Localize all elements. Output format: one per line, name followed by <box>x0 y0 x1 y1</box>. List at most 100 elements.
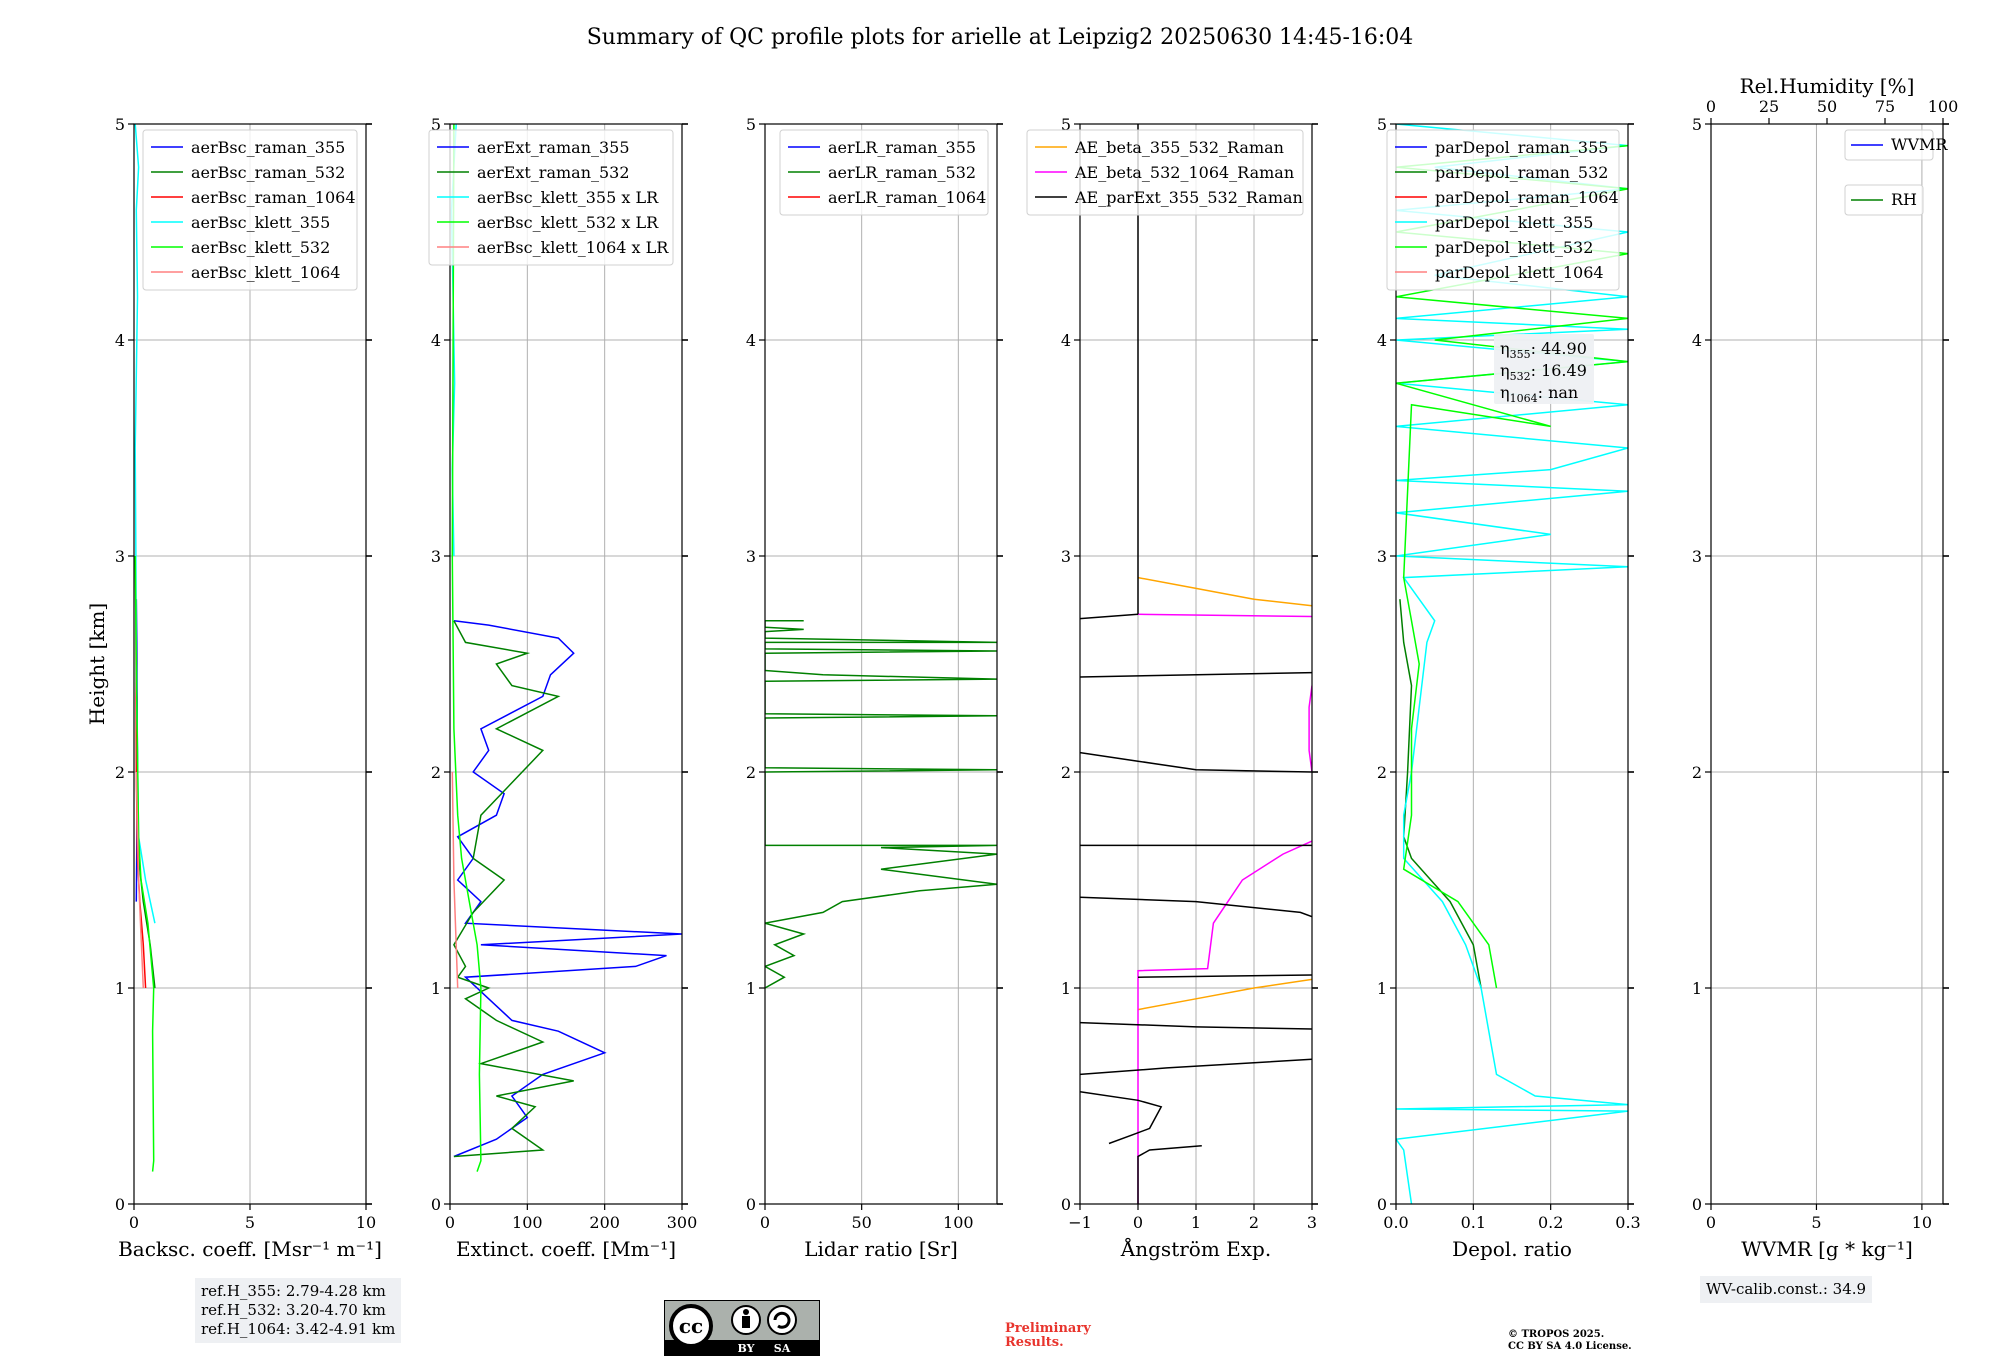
series-ae-beta-355-532-raman <box>1137 978 1312 1011</box>
legend-entry-aerbsc-klett-1064-x-lr[interactable]: aerBsc_klett_1064 x LR <box>477 238 669 257</box>
top-x-tick-label: 0 <box>1706 97 1716 116</box>
y-tick-label: 0 <box>1377 1195 1387 1214</box>
panel-depol: 0.0 0.1 0.2 0.3 0 1 2 3 4 5 Depol. ratio parDepol_r… <box>1377 115 1641 1261</box>
series-ae-parext-355-532-raman <box>1080 1058 1312 1076</box>
legend-entry-aerlr-raman-1064[interactable]: aerLR_raman_1064 <box>828 188 986 207</box>
x-tick-label: 300 <box>667 1213 698 1232</box>
axes-frame <box>764 123 998 1205</box>
series-ae-beta-532-1064-raman <box>1137 613 1312 618</box>
preliminary-line-2: Results. <box>1005 1335 1064 1350</box>
x-axis-label: WVMR [g * kg⁻¹] <box>1741 1237 1913 1261</box>
x-tick-label: 100 <box>943 1213 974 1232</box>
x-tick-label: 0 <box>445 1213 455 1232</box>
wv-calib-text: WV-calib.const.: 34.9 <box>1706 1280 1867 1298</box>
legend-box <box>1026 129 1304 216</box>
x-tick-label: 10 <box>1912 1213 1932 1232</box>
copyright-line-1: © TROPOS 2025. <box>1508 1329 1605 1340</box>
axes-frame <box>449 123 683 1205</box>
series-aerbsc-klett-532-x-lr <box>451 124 482 1172</box>
series-ae-parext-355-532-raman <box>1080 1021 1312 1030</box>
legend-entry-aerbsc-raman-355[interactable]: aerBsc_raman_355 <box>191 138 345 157</box>
series-aerbsc-raman-532 <box>135 599 156 989</box>
series-ae-beta-355-532-raman <box>1137 576 1312 607</box>
series-aerbsc-klett-1064 <box>135 771 145 989</box>
x-axis-label: Lidar ratio [Sr] <box>804 1237 958 1261</box>
legend-entry-aerbsc-klett-355[interactable]: aerBsc_klett_355 <box>191 213 330 232</box>
series-ae-parext-355-532-raman <box>1080 751 1312 773</box>
cc-by-label: BY <box>738 1342 755 1355</box>
preliminary-line-1: Preliminary <box>1005 1321 1091 1336</box>
series-ae-parext-355-532-raman <box>1080 1090 1163 1145</box>
legend-entry-pardepol-raman-1064[interactable]: parDepol_raman_1064 <box>1435 188 1619 207</box>
legend-entry-pardepol-klett-1064[interactable]: parDepol_klett_1064 <box>1435 263 1604 282</box>
cc-logo-text: cc <box>679 1314 703 1338</box>
y-tick-label: 2 <box>1692 763 1702 782</box>
legend-box <box>1386 129 1620 291</box>
preliminary-results-note: Preliminary Results. <box>1005 1322 1091 1350</box>
sa-share-icon <box>767 1305 797 1335</box>
y-axis-label: Height [km] <box>85 603 109 725</box>
series-aerext-raman-355 <box>453 620 682 1158</box>
series-ae-parext-355-532-raman <box>1137 974 1312 978</box>
y-tick-label: 3 <box>1061 547 1071 566</box>
series-ae-parext-355-532-raman <box>1080 896 1312 918</box>
y-tick-label: 1 <box>115 979 125 998</box>
copyright-line-2: CC BY SA 4.0 License. <box>1508 1341 1632 1352</box>
legend-entry-pardepol-klett-355[interactable]: parDepol_klett_355 <box>1435 213 1593 232</box>
legend-entry-aerbsc-klett-532[interactable]: aerBsc_klett_532 <box>191 238 330 257</box>
legend-entry-aerbsc-klett-532-x-lr[interactable]: aerBsc_klett_532 x LR <box>477 213 659 232</box>
legend-entry-aerbsc-klett-355-x-lr[interactable]: aerBsc_klett_355 x LR <box>477 188 659 207</box>
legend-entry-aerext-raman-355[interactable]: aerExt_raman_355 <box>477 138 630 157</box>
series-aerbsc-klett-1064-x-lr <box>451 771 459 989</box>
top-x-tick-label: 50 <box>1817 97 1837 116</box>
x-axis-label: Ångström Exp. <box>1120 1236 1271 1261</box>
y-tick-label: 2 <box>431 763 441 782</box>
top-x-tick-label: 75 <box>1875 97 1895 116</box>
x-tick-label: 2 <box>1249 1213 1259 1232</box>
legend-box <box>428 129 674 266</box>
y-tick-label: 0 <box>431 1195 441 1214</box>
y-tick-label: 3 <box>115 547 125 566</box>
x-tick-label: 50 <box>851 1213 871 1232</box>
y-tick-label: 5 <box>115 115 125 134</box>
legend-entry-aerbsc-raman-532[interactable]: aerBsc_raman_532 <box>191 163 345 182</box>
series-ae-parext-355-532-raman <box>1137 1144 1202 1204</box>
top-x-tick-label: 100 <box>1928 97 1959 116</box>
legend-entry-ae-parext-355-532-raman[interactable]: AE_parExt_355_532_Raman <box>1074 188 1303 207</box>
x-tick-label: 10 <box>356 1213 376 1232</box>
ref-height-355: ref.H_355: 2.79-4.28 km <box>201 1282 386 1300</box>
y-tick-label: 2 <box>1061 763 1071 782</box>
x-tick-label: 0.3 <box>1615 1213 1640 1232</box>
x-tick-label: 1 <box>1191 1213 1201 1232</box>
series-aerbsc-klett-532 <box>134 555 155 1172</box>
legend-entry-aerlr-raman-355[interactable]: aerLR_raman_355 <box>828 138 976 157</box>
legend-entry-pardepol-raman-532[interactable]: parDepol_raman_532 <box>1435 163 1608 182</box>
legend-entry-pardepol-raman-355[interactable]: parDepol_raman_355 <box>1435 138 1608 157</box>
legend-entry-pardepol-klett-532[interactable]: parDepol_klett_532 <box>1435 238 1593 257</box>
series-ae-parext-355-532-raman <box>1080 613 1139 620</box>
legend-entry-rh[interactable]: RH <box>1891 190 1917 209</box>
legend-entry-aerbsc-klett-1064[interactable]: aerBsc_klett_1064 <box>191 263 340 282</box>
series-aerext-raman-532 <box>453 620 574 1158</box>
legend-entry-wvmr[interactable]: WVMR <box>1891 135 1948 154</box>
legend-entry-ae-beta-532-1064-raman[interactable]: AE_beta_532_1064_Raman <box>1074 163 1294 182</box>
legend-entry-ae-beta-355-532-raman[interactable]: AE_beta_355_532_Raman <box>1074 138 1284 157</box>
legend-entry-aerbsc-raman-1064[interactable]: aerBsc_raman_1064 <box>191 188 356 207</box>
y-tick-label: 1 <box>1061 979 1071 998</box>
ref-height-1064: ref.H_1064: 3.42-4.91 km <box>201 1320 396 1338</box>
x-tick-label: 0.2 <box>1538 1213 1563 1232</box>
legend-entry-aerlr-raman-532[interactable]: aerLR_raman_532 <box>828 163 976 182</box>
y-tick-label: 3 <box>746 547 756 566</box>
eta-line-355: η355: 44.90 <box>1500 339 1587 361</box>
copyright-note: © TROPOS 2025. CC BY SA 4.0 License. <box>1508 1329 1632 1353</box>
y-tick-label: 4 <box>1061 331 1071 350</box>
y-tick-label: 0 <box>746 1195 756 1214</box>
x-tick-label: 100 <box>512 1213 543 1232</box>
legend-entry-aerext-raman-532[interactable]: aerExt_raman_532 <box>477 163 630 182</box>
series-aerlr-raman-532 <box>765 620 997 989</box>
series-group <box>134 124 156 1172</box>
